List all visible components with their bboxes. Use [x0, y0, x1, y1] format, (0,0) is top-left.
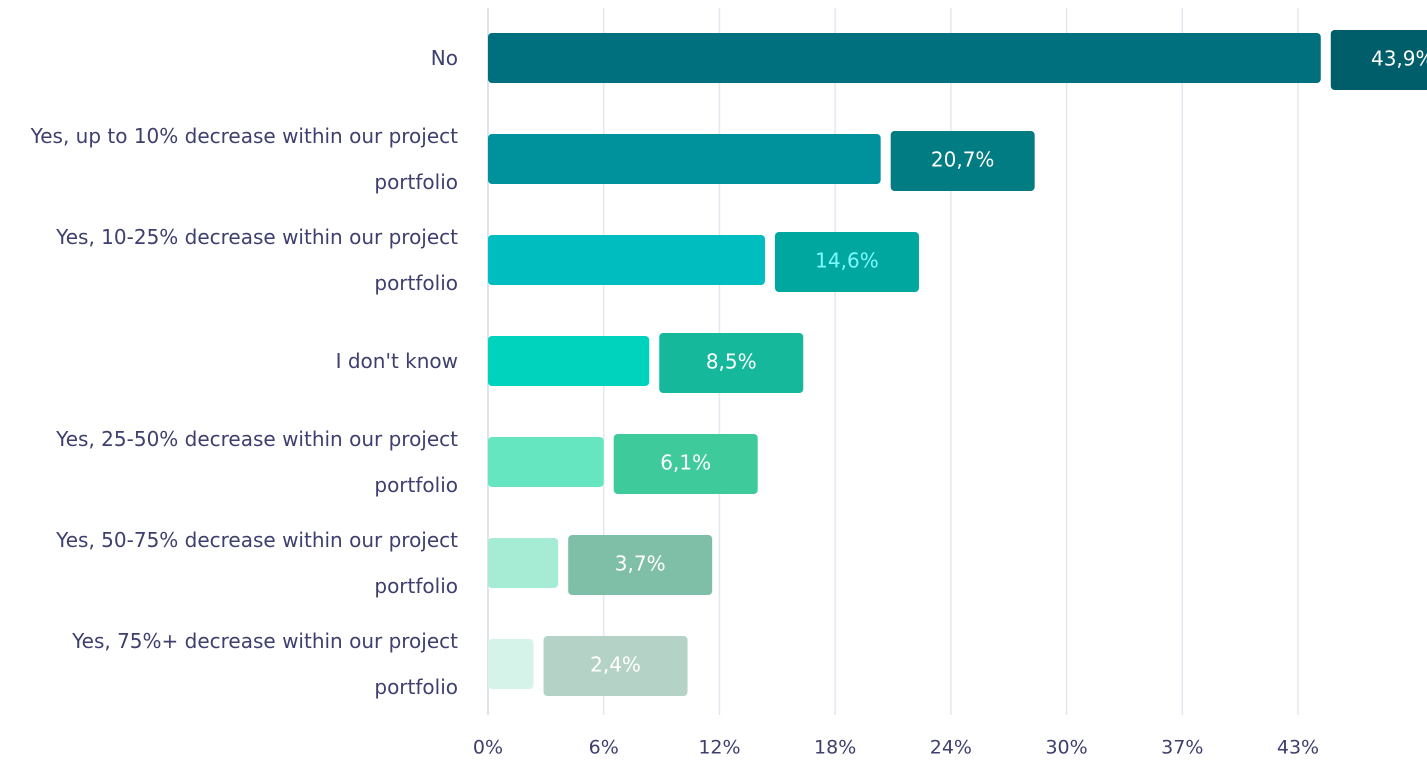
x-tick-label: 43%: [1277, 737, 1319, 759]
value-label-box: [1330, 30, 1427, 90]
value-label: 2,4%: [590, 653, 641, 677]
bar: [488, 639, 534, 689]
value-label: 43,9%: [1371, 47, 1427, 71]
bar: [488, 134, 881, 184]
value-label-box: [543, 636, 688, 696]
bar: [488, 336, 650, 386]
x-tick-label: 30%: [1045, 737, 1087, 759]
category-text: No: [430, 46, 458, 70]
category-label: Yes, up to 10% decrease within our proje…: [0, 109, 458, 209]
category-text: Yes, up to 10% decrease within our proje…: [30, 124, 458, 194]
value-label: 14,6%: [815, 249, 879, 273]
value-label: 3,7%: [615, 552, 666, 576]
x-tick-label: 12%: [698, 737, 740, 759]
x-tick-label: 18%: [814, 737, 856, 759]
x-tick-label: 37%: [1161, 737, 1203, 759]
x-tick-label: 24%: [930, 737, 972, 759]
category-text: Yes, 50-75% decrease within our project …: [56, 528, 458, 598]
x-tick-label: 0%: [473, 737, 503, 759]
category-label: Yes, 25-50% decrease within our project …: [0, 412, 458, 512]
category-label: I don't know: [0, 311, 458, 411]
category-text: Yes, 10-25% decrease within our project …: [56, 225, 458, 295]
value-label: 20,7%: [931, 148, 995, 172]
category-label: Yes, 75%+ decrease within our project po…: [0, 614, 458, 714]
value-label-box: [659, 333, 804, 393]
value-label-box: [890, 131, 1035, 191]
category-text: Yes, 75%+ decrease within our project po…: [72, 629, 458, 699]
category-label: No: [0, 8, 458, 108]
value-label-box: [568, 535, 713, 595]
category-text: Yes, 25-50% decrease within our project …: [56, 427, 458, 497]
x-tick-label: 6%: [589, 737, 619, 759]
value-label-box: [774, 232, 919, 292]
value-label-box: [613, 434, 758, 494]
category-text: I don't know: [335, 349, 458, 373]
bar: [488, 235, 765, 285]
bar: [488, 33, 1321, 83]
value-label: 6,1%: [660, 451, 711, 475]
bar: [488, 538, 559, 588]
value-label: 8,5%: [706, 350, 757, 374]
category-label: Yes, 10-25% decrease within our project …: [0, 210, 458, 310]
category-label: Yes, 50-75% decrease within our project …: [0, 513, 458, 613]
bar: [488, 437, 604, 487]
